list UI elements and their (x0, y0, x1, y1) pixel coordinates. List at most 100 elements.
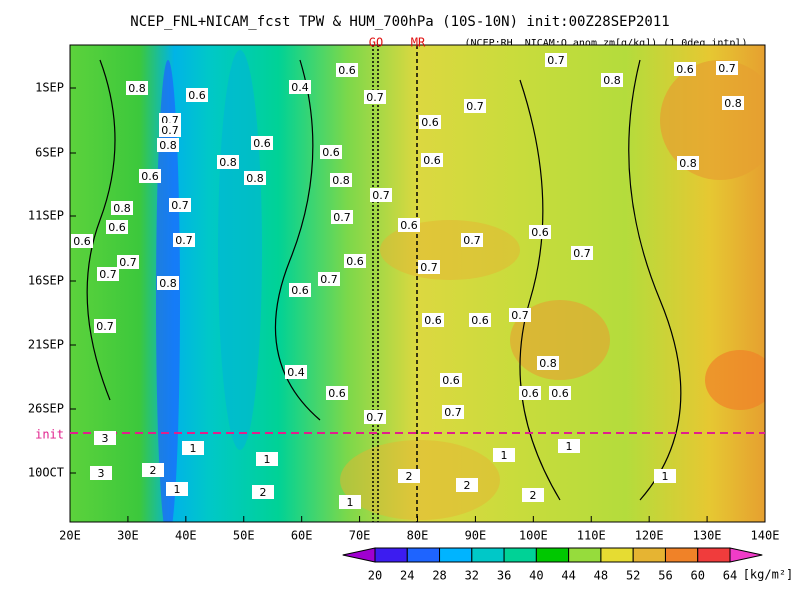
contour-labels: 0.80.60.40.60.70.60.7 0.80.70.70.8 0.60.60… (71, 53, 744, 509)
contour-label: 0.7 (444, 406, 462, 419)
contour-label: 1 (264, 453, 271, 466)
contour-label-bg (464, 99, 486, 113)
y-tick-label: 26SEP (28, 402, 64, 416)
contour-label: 0.7 (463, 234, 481, 247)
contour-label: 0.6 (400, 219, 418, 232)
contour-label: 0.7 (420, 261, 438, 274)
contour-label: 0.6 (346, 255, 364, 268)
contour-label-bg (111, 201, 133, 215)
colorbar-box (535, 547, 570, 563)
contour-label-bg (537, 356, 559, 370)
field-blob (705, 350, 765, 410)
contour-label-bg (421, 153, 443, 167)
y-tick-label: 11SEP (28, 209, 64, 223)
contour-label-bg (94, 319, 116, 333)
contour-label-bg (677, 156, 699, 170)
contour-label: 1 (190, 442, 197, 455)
colorbar-box (664, 547, 699, 563)
contour-label: 0.8 (159, 139, 177, 152)
y-tick-label: 6SEP (35, 146, 64, 160)
contour-label: 1 (347, 496, 354, 509)
contour-label-bg (339, 495, 361, 509)
contour-label: 2 (406, 470, 413, 483)
contour-label: 0.7 (366, 411, 384, 424)
contour-label: 0.7 (161, 124, 179, 137)
contour-label: 0.6 (188, 89, 206, 102)
contour-label-bg (456, 478, 478, 492)
contour-label: 0.7 (119, 256, 137, 269)
contour-label-bg (370, 188, 392, 202)
colorbar-label: 24 (400, 569, 414, 583)
colorbar-label: 40 (529, 569, 543, 583)
contour-label: 0.6 (423, 154, 441, 167)
colorbar-box (439, 547, 473, 563)
contour-label: 0.7 (333, 211, 351, 224)
contour-label: 0.6 (322, 146, 340, 159)
contour-label: 0.4 (291, 81, 309, 94)
contour-label-bg (601, 73, 623, 87)
contour-label-bg (318, 272, 340, 286)
field-blob (510, 300, 610, 380)
x-tick-label: 40E (175, 529, 197, 543)
contour-label-bg (289, 80, 311, 94)
contour-label: 0.6 (424, 314, 442, 327)
contour-label: 0.8 (332, 174, 350, 187)
colorbar-label: 56 (658, 569, 672, 583)
contour-label-bg (558, 439, 580, 453)
contour-label: 0.7 (171, 199, 189, 212)
contour-label-bg (159, 123, 181, 137)
contour-label: 0.6 (676, 63, 694, 76)
contour-label-bg (549, 386, 571, 400)
contour-label: 3 (102, 432, 109, 445)
contour-label: 0.6 (551, 387, 569, 400)
contour-label-bg (364, 90, 386, 104)
contour-label-bg (398, 469, 420, 483)
init-label: init (35, 428, 64, 442)
contour-label: 0.8 (603, 74, 621, 87)
colorbar-label: 20 (368, 569, 382, 583)
field-blob (218, 50, 262, 450)
contour-label: 0.6 (421, 116, 439, 129)
contour-label: 0.7 (372, 189, 390, 202)
colorbar-box (406, 547, 441, 563)
contour-label: 0.7 (320, 273, 338, 286)
contour-label-bg (419, 115, 441, 129)
contour-label: 0.7 (96, 320, 114, 333)
contour-label: 0.4 (287, 366, 305, 379)
x-tick-label: 110E (577, 529, 606, 543)
field-blob (380, 220, 520, 280)
contour-label: 1 (174, 483, 181, 496)
subtitle: (NCEP:RH, NICAM:Q anom zm[g/kg]) (1.0deg… (465, 38, 748, 49)
colorbar-box (568, 547, 602, 563)
contour-label: 0.8 (219, 156, 237, 169)
colorbar-label: 60 (691, 569, 705, 583)
contour-label: 2 (260, 486, 267, 499)
contour-label-bg (522, 488, 544, 502)
contour-label-bg (97, 267, 119, 281)
y-tick-label: 21SEP (28, 338, 64, 352)
contour-label: 0.8 (724, 97, 742, 110)
contour-label-bg (461, 233, 483, 247)
contour-label-bg (106, 220, 128, 234)
contour-label: 2 (150, 464, 157, 477)
contour-label-bg (117, 255, 139, 269)
contour-label: 0.7 (175, 234, 193, 247)
x-tick-label: 90E (465, 529, 487, 543)
contour-label: 0.6 (253, 137, 271, 150)
contour-label-bg (716, 61, 738, 75)
colorbar-box (697, 547, 731, 563)
contour-label: 1 (501, 449, 508, 462)
x-tick-label: 20E (59, 529, 81, 543)
contour-label-bg (217, 155, 239, 169)
contour-label: 0.6 (73, 235, 91, 248)
contour-label-bg (469, 313, 491, 327)
contour-label: 0.7 (547, 54, 565, 67)
x-tick-label: 60E (291, 529, 313, 543)
contour-label: 2 (530, 489, 537, 502)
colorbar-box (374, 547, 408, 563)
x-tick-label: 30E (117, 529, 139, 543)
contour-label: 0.7 (99, 268, 117, 281)
contour-label-bg (157, 276, 179, 290)
contour (86, 59, 682, 501)
